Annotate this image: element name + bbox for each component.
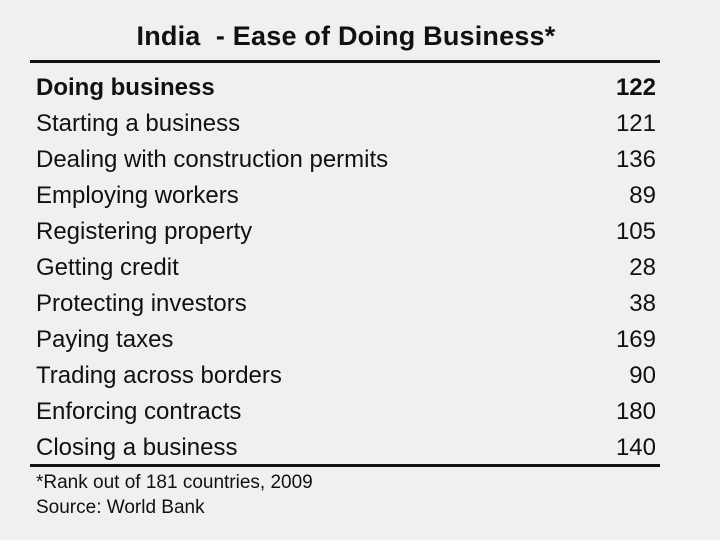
row-value: 140 — [615, 434, 656, 461]
row-value: 90 — [629, 362, 656, 389]
ranking-table: Doing business 122 Starting a business 1… — [36, 70, 656, 466]
footnote: *Rank out of 181 countries, 2009 — [36, 472, 313, 493]
table-row: Starting a business 121 — [36, 106, 656, 142]
row-label: Employing workers — [36, 182, 239, 209]
row-value: 121 — [615, 110, 656, 137]
bottom-rule — [30, 464, 660, 467]
table-row: Paying taxes 169 — [36, 322, 656, 358]
row-value: 38 — [629, 290, 656, 317]
row-label: Enforcing contracts — [36, 398, 242, 425]
header-label: Doing business — [36, 74, 215, 101]
row-label: Protecting investors — [36, 290, 247, 317]
table-row: Trading across borders 90 — [36, 358, 656, 394]
row-value: 136 — [615, 146, 656, 173]
chart-title: India - Ease of Doing Business* — [136, 21, 556, 51]
row-value: 89 — [629, 182, 656, 209]
table-row: Closing a business 140 — [36, 430, 656, 466]
table-row: Protecting investors 38 — [36, 286, 656, 322]
row-value: 169 — [615, 326, 656, 353]
top-rule — [30, 60, 660, 63]
source-note: Source: World Bank — [36, 497, 205, 518]
row-value: 180 — [615, 398, 656, 425]
row-value: 28 — [629, 254, 656, 281]
table-header-row: Doing business 122 — [36, 70, 656, 106]
table-notes: *Rank out of 181 countries, 2009 Source:… — [36, 470, 656, 520]
table-row: Registering property 105 — [36, 214, 656, 250]
header-value: 122 — [615, 74, 656, 101]
table-row: Employing workers 89 — [36, 178, 656, 214]
row-label: Registering property — [36, 218, 253, 245]
row-label: Getting credit — [36, 254, 179, 281]
row-label: Trading across borders — [36, 362, 282, 389]
row-label: Dealing with construction permits — [36, 146, 389, 173]
row-label: Paying taxes — [36, 326, 174, 353]
row-value: 105 — [615, 218, 656, 245]
row-label: Starting a business — [36, 110, 241, 137]
table-row: Getting credit 28 — [36, 250, 656, 286]
row-label: Closing a business — [36, 434, 238, 461]
table-row: Dealing with construction permits 136 — [36, 142, 656, 178]
table-row: Enforcing contracts 180 — [36, 394, 656, 430]
